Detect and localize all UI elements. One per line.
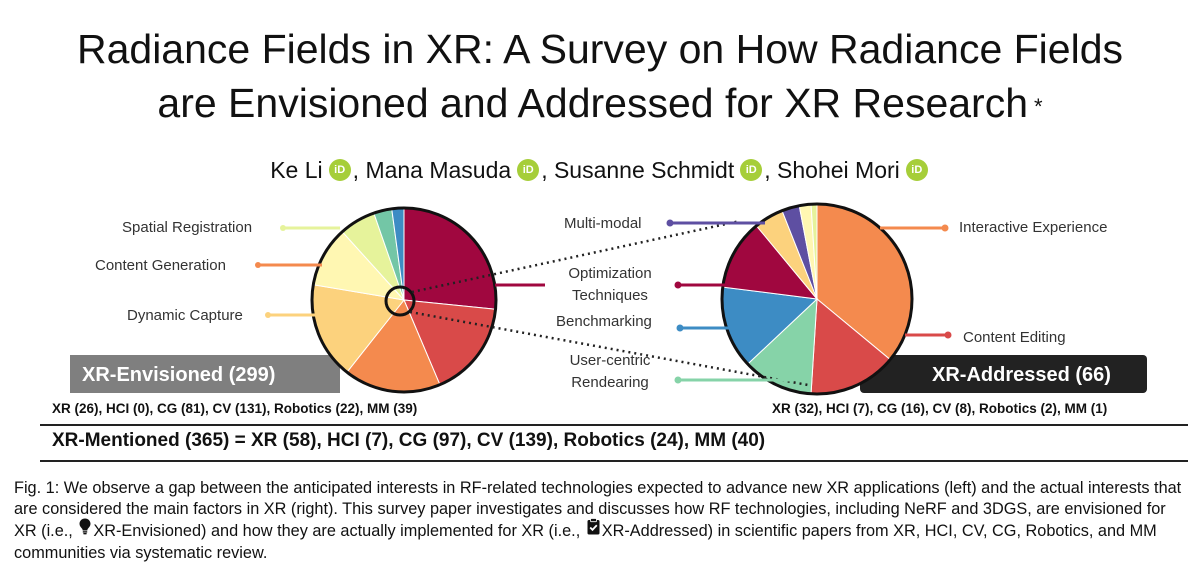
addressed-pie [720, 202, 914, 396]
pie-slice-optimization-techniques [403, 207, 497, 310]
xr-mentioned-summary: XR-Mentioned (365) = XR (58), HCI (7), C… [52, 430, 766, 451]
leader-dot [280, 225, 286, 231]
label-content-generation: Content Generation [95, 257, 226, 274]
orcid-icon[interactable]: iD [905, 158, 928, 181]
label-spatial-registration: Spatial Registration [122, 219, 253, 236]
author-name: Mana Masuda [365, 157, 512, 183]
envisioned-banner-bg [70, 355, 340, 393]
orcid-icon[interactable]: iD [740, 158, 763, 181]
leader-dot [255, 262, 261, 268]
clipboard-check-icon [587, 518, 600, 541]
pie-outline [720, 202, 914, 396]
leader-dot [676, 324, 684, 332]
leader-dot [944, 331, 952, 339]
author-name: Ke Li [270, 157, 323, 183]
title-line-2: are Envisioned and Addressed for XR Rese… [157, 80, 1043, 126]
label-dynamic-capture: Dynamic Capture [127, 307, 243, 324]
label-optimization-techniques: Optimization Techniques [568, 265, 652, 304]
label-multi-modal: Multi-modal [564, 215, 642, 232]
envisioned-counts: XR (26), HCI (0), CG (81), CV (131), Rob… [52, 401, 418, 416]
author-list: Ke Li iD, Mana Masuda iD, Susanne Schmidt i… [0, 157, 1200, 184]
envisioned-pie [310, 206, 498, 394]
author-name: Susanne Schmidt [553, 157, 735, 183]
leader-dot [674, 376, 682, 384]
xr-envisioned-banner: XR-Envisioned (299) [82, 364, 276, 386]
lightbulb-icon [79, 518, 91, 541]
leader-dot [941, 224, 949, 232]
figure-1: Spatial Registration Content Generation … [0, 195, 1200, 425]
leader-dot [674, 281, 682, 289]
pie-outline [310, 206, 498, 394]
xr-addressed-banner: XR-Addressed (66) [932, 364, 1111, 386]
title-line-1: Radiance Fields in XR: A Survey on How R… [76, 26, 1124, 72]
label-interactive-experience: Interactive Experience [959, 219, 1108, 236]
figure-caption: Fig. 1: We observe a gap between the ant… [14, 479, 1182, 562]
label-benchmarking: Benchmarking [556, 313, 652, 330]
label-user-centric-rendering: User-centric Rendearing [569, 352, 651, 391]
zoom-line-bottom [409, 310, 809, 387]
divider-top [40, 424, 1188, 426]
zoom-line-top [411, 219, 741, 294]
divider-bottom [40, 460, 1188, 462]
title-footnote-mark: * [1034, 94, 1043, 119]
leader-dot [666, 219, 674, 227]
addressed-counts: XR (32), HCI (7), CG (16), CV (8), Robot… [772, 401, 1108, 416]
addressed-banner-bg [860, 355, 1147, 393]
orcid-icon[interactable]: iD [328, 158, 351, 181]
paper-title: Radiance Fields in XR: A Survey on How R… [0, 22, 1200, 130]
author-name: Shohei Mori [777, 157, 900, 183]
highlight-circle [384, 285, 416, 317]
label-content-editing: Content Editing [963, 329, 1066, 346]
pie-figure [70, 202, 1147, 396]
orcid-icon[interactable]: iD [517, 158, 540, 181]
leader-dot [265, 312, 271, 318]
